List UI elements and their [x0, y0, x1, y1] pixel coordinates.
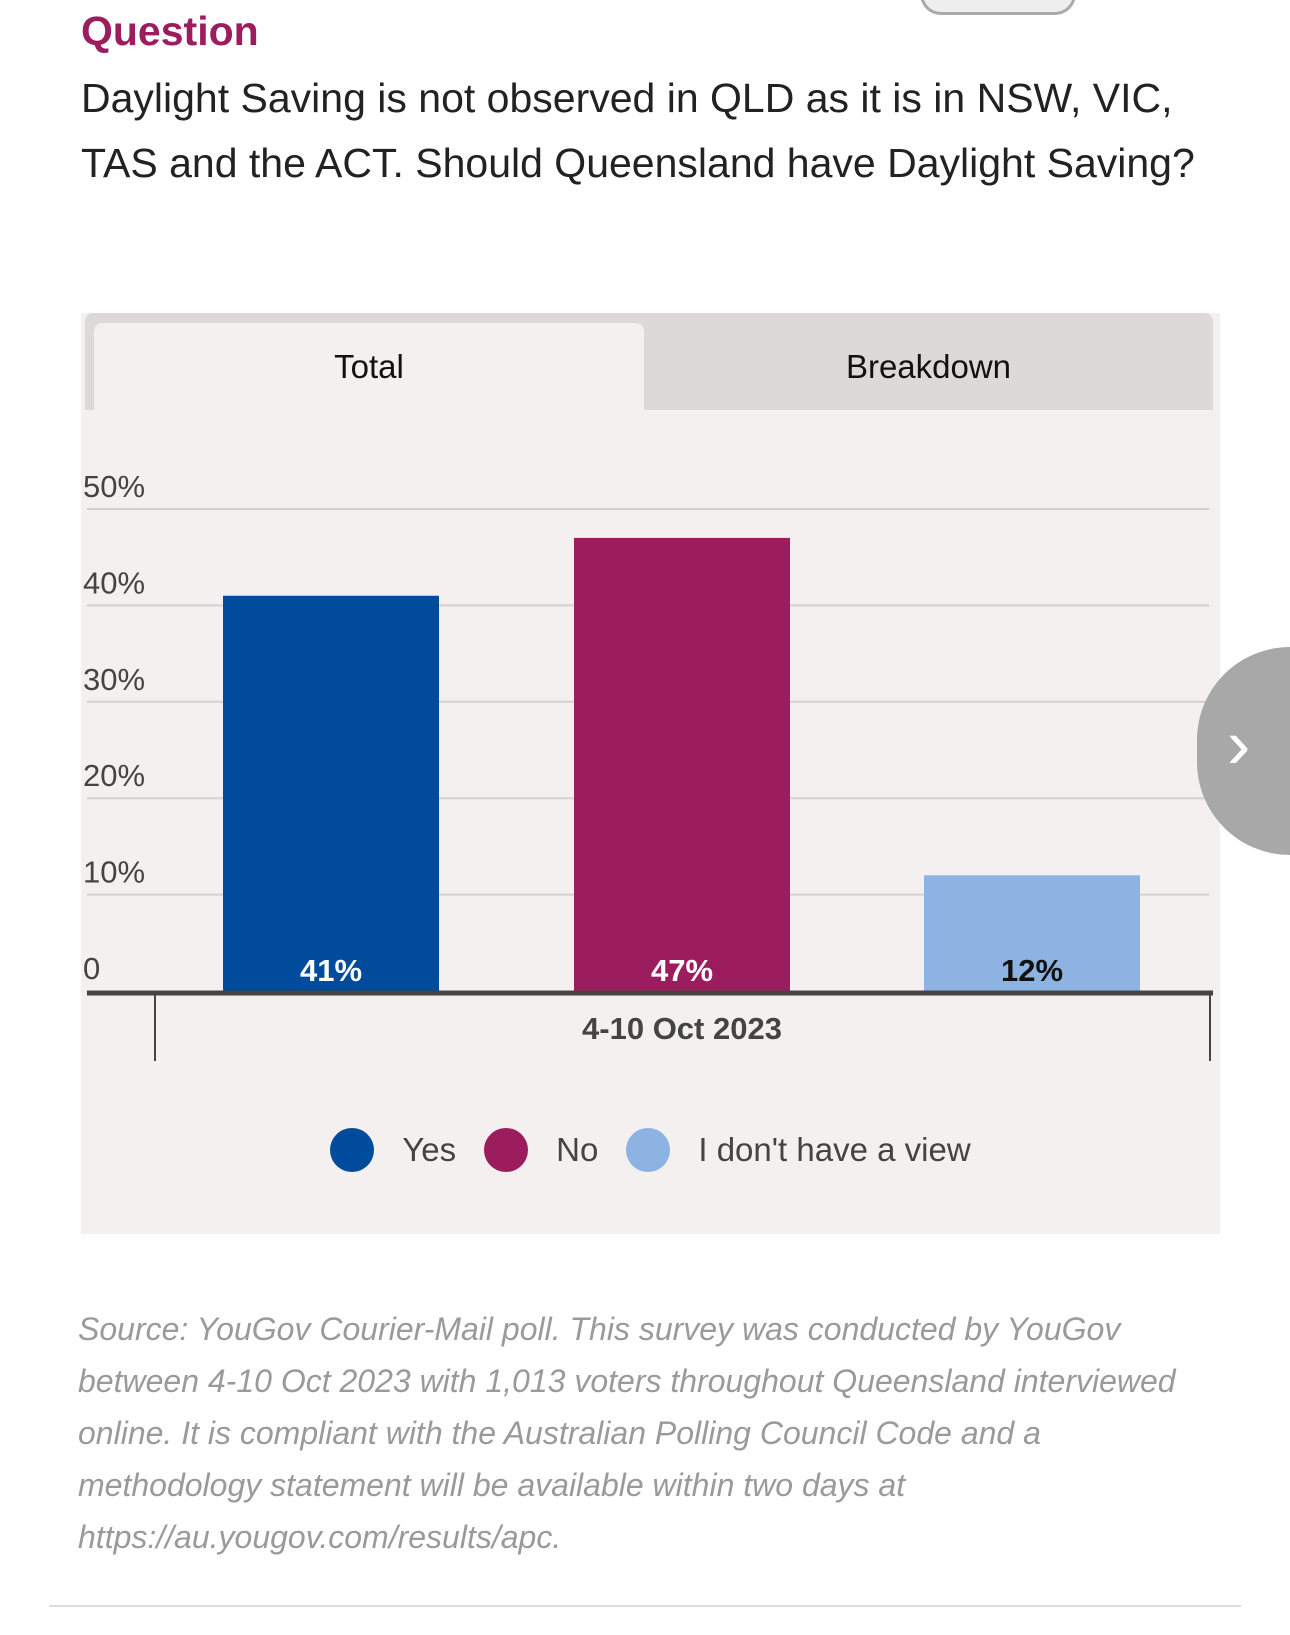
- legend-dot-icon: [330, 1128, 375, 1172]
- chart-legend: Yes No I don't have a view: [81, 1128, 1220, 1172]
- y-tick-label: 50%: [83, 469, 145, 504]
- source-note: Source: YouGov Courier-Mail poll. This s…: [78, 1311, 1176, 1555]
- legend-item[interactable]: No: [484, 1128, 598, 1172]
- x-category-label: 4-10 Oct 2023: [582, 1011, 782, 1046]
- legend-label: Yes: [402, 1131, 457, 1168]
- y-tick-label: 20%: [83, 758, 145, 793]
- divider: [49, 1605, 1241, 1607]
- poll-chart-card: Total Breakdown 0 10% 20% 30% 40% 50% 41% 47% 12…: [81, 313, 1220, 1234]
- legend-dot-icon: [484, 1128, 529, 1172]
- y-tick-label: 40%: [83, 565, 145, 600]
- y-tick-label: 10%: [83, 855, 145, 890]
- tab-total[interactable]: Total: [94, 323, 644, 410]
- legend-item[interactable]: Yes: [330, 1128, 456, 1172]
- legend-label: I don't have a view: [698, 1131, 971, 1168]
- decorative-circle: [920, 0, 1076, 15]
- tab-bar: Total Breakdown: [85, 313, 1213, 410]
- legend-item[interactable]: I don't have a view: [626, 1128, 971, 1172]
- bar-value-label: 12%: [1001, 953, 1063, 988]
- chevron-right-icon: ›: [1227, 705, 1251, 783]
- bar-i-don-t-have-a-view: [924, 875, 1140, 991]
- question-label: Question: [81, 8, 259, 54]
- tab-breakdown[interactable]: Breakdown: [845, 347, 1012, 385]
- bar-value-label: 47%: [651, 953, 713, 988]
- y-tick-label: 30%: [83, 662, 145, 697]
- question-text: Daylight Saving is not observed in QLD a…: [81, 75, 1195, 186]
- bar-yes: [223, 595, 439, 991]
- bar-no: [574, 537, 790, 991]
- legend-label: No: [556, 1131, 599, 1168]
- bar-chart: 0 10% 20% 30% 40% 50% 41% 47% 12% 4-10 Oct 2023: [83, 469, 1213, 1061]
- bar-value-label: 41%: [300, 953, 362, 988]
- y-tick-label: 0: [83, 951, 100, 986]
- legend-dot-icon: [626, 1128, 671, 1172]
